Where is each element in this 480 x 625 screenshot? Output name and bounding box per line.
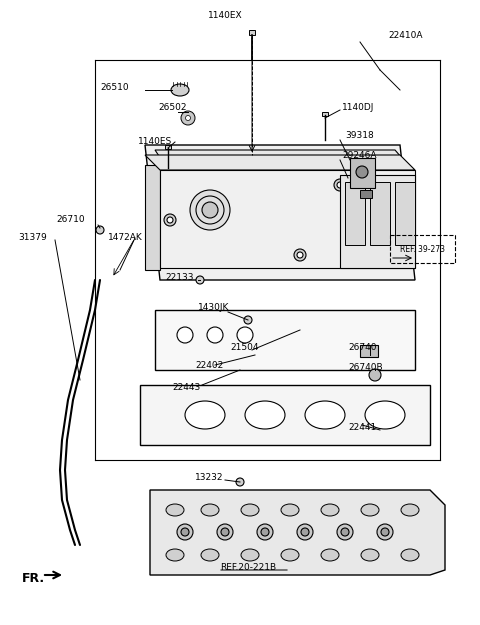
Ellipse shape [171, 84, 189, 96]
Polygon shape [395, 182, 415, 245]
Circle shape [377, 207, 383, 213]
Text: 1430JK: 1430JK [198, 304, 229, 312]
Circle shape [294, 249, 306, 261]
Ellipse shape [401, 549, 419, 561]
Text: 1140DJ: 1140DJ [342, 104, 374, 112]
Circle shape [297, 524, 313, 540]
Ellipse shape [166, 549, 184, 561]
Text: 26510: 26510 [100, 84, 129, 92]
Text: 29246A: 29246A [342, 151, 376, 159]
Polygon shape [160, 170, 415, 268]
Circle shape [202, 202, 218, 218]
Circle shape [337, 524, 353, 540]
Ellipse shape [305, 401, 345, 429]
Text: 22402: 22402 [195, 361, 223, 369]
Circle shape [237, 327, 253, 343]
Text: 26710: 26710 [56, 216, 84, 224]
Polygon shape [145, 165, 160, 270]
Ellipse shape [321, 549, 339, 561]
Bar [360, 190, 372, 198]
Circle shape [334, 179, 346, 191]
Ellipse shape [361, 549, 379, 561]
Text: REF.20-221B: REF.20-221B [220, 564, 276, 572]
Bar [249, 30, 255, 35]
Text: 26502: 26502 [158, 104, 187, 112]
Circle shape [244, 316, 252, 324]
Circle shape [181, 111, 195, 125]
Polygon shape [345, 182, 365, 245]
Circle shape [164, 214, 176, 226]
Circle shape [297, 252, 303, 258]
Circle shape [261, 528, 269, 536]
Circle shape [377, 524, 393, 540]
Bar [390, 235, 455, 263]
Circle shape [301, 528, 309, 536]
Circle shape [257, 524, 273, 540]
Bar [322, 112, 328, 116]
Ellipse shape [241, 549, 259, 561]
Ellipse shape [281, 549, 299, 561]
Circle shape [96, 226, 104, 234]
Circle shape [207, 327, 223, 343]
Ellipse shape [245, 401, 285, 429]
Bar [350, 158, 375, 188]
Text: FR.: FR. [22, 571, 45, 584]
Ellipse shape [166, 504, 184, 516]
Circle shape [236, 478, 244, 486]
Text: 22441: 22441 [348, 424, 376, 432]
Circle shape [221, 528, 229, 536]
Polygon shape [140, 385, 430, 445]
Text: 22443: 22443 [172, 384, 200, 392]
Circle shape [185, 116, 191, 121]
Circle shape [196, 276, 204, 284]
Circle shape [181, 528, 189, 536]
Text: 1140EX: 1140EX [208, 11, 242, 21]
Circle shape [177, 327, 193, 343]
Polygon shape [155, 150, 408, 165]
Polygon shape [150, 490, 445, 575]
Polygon shape [340, 175, 415, 268]
Ellipse shape [185, 401, 225, 429]
Text: 22133: 22133 [165, 274, 193, 282]
Text: 39318: 39318 [345, 131, 374, 139]
Text: 22410A: 22410A [388, 31, 422, 41]
Ellipse shape [365, 401, 405, 429]
Ellipse shape [361, 504, 379, 516]
Bar [165, 145, 171, 149]
Polygon shape [155, 310, 415, 370]
Ellipse shape [401, 504, 419, 516]
Circle shape [217, 524, 233, 540]
Polygon shape [145, 145, 415, 280]
Ellipse shape [281, 504, 299, 516]
Text: 1140ES: 1140ES [138, 138, 172, 146]
Ellipse shape [201, 549, 219, 561]
Circle shape [381, 528, 389, 536]
Text: 21504: 21504 [230, 344, 259, 352]
Circle shape [167, 217, 173, 223]
Bar [360, 345, 378, 357]
Polygon shape [370, 182, 390, 245]
Circle shape [374, 204, 386, 216]
Circle shape [341, 528, 349, 536]
Ellipse shape [321, 504, 339, 516]
Text: REF. 39-273: REF. 39-273 [399, 244, 444, 254]
Ellipse shape [241, 504, 259, 516]
Text: 13232: 13232 [195, 474, 224, 482]
Polygon shape [145, 155, 415, 170]
Text: 31379: 31379 [18, 234, 47, 242]
Text: 26740B: 26740B [348, 364, 383, 372]
Circle shape [190, 190, 230, 230]
Text: 26740: 26740 [348, 344, 376, 352]
Circle shape [369, 369, 381, 381]
Text: 1472AK: 1472AK [108, 234, 143, 242]
Circle shape [337, 182, 343, 188]
Circle shape [177, 524, 193, 540]
Ellipse shape [201, 504, 219, 516]
Circle shape [356, 166, 368, 178]
